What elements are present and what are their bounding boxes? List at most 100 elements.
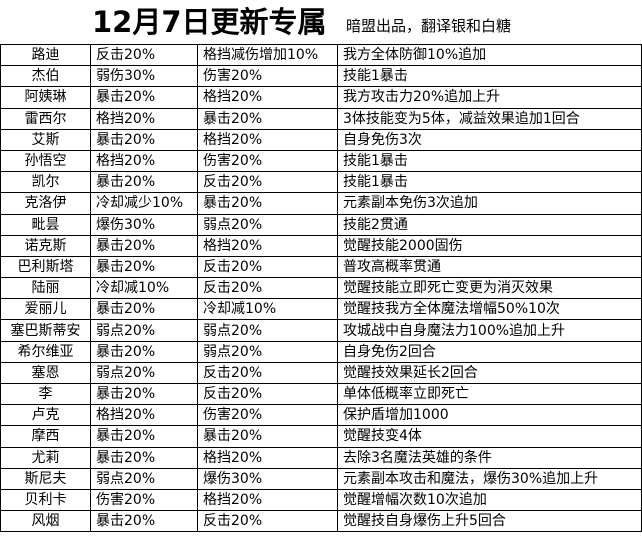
subtitle: 暗盟出品，翻译银和白糖 — [346, 17, 512, 35]
table-row: 毗昙 爆伤30% 弱点20% 技能2贯通 — [0, 213, 642, 236]
table-cell: 弱点20% — [197, 340, 338, 363]
table-cell: 伤害20% — [90, 488, 198, 512]
table-cell: 暴击20% — [90, 128, 198, 151]
table-cell: 觉醒技变4体 — [337, 425, 642, 448]
table-cell: 冷却减10% — [90, 277, 198, 300]
table-row: 凯尔 暴击20% 反击20% 技能1暴击 — [0, 171, 642, 194]
table-cell: 弱伤30% — [90, 65, 198, 88]
header: 12月7日更新专属 暗盟出品，翻译银和白糖 — [0, 0, 642, 44]
table-cell: 弱点20% — [197, 319, 338, 342]
table-cell: 我方攻击力20%追加上升 — [337, 86, 642, 109]
table-cell: 暴击20% — [90, 234, 198, 257]
table-cell: 陆丽 — [0, 277, 91, 300]
table-cell: 风烟 — [0, 510, 91, 533]
table-cell: 技能1暴击 — [337, 65, 642, 88]
table-row: 卢克 格挡20% 伤害20% 保护盾增加1000 — [0, 404, 642, 427]
table-row: 诺克斯 暴击20% 格挡20% 觉醒技能2000固伤 — [0, 234, 642, 257]
table-cell: 技能1暴击 — [337, 171, 642, 194]
table-cell: 伤害20% — [197, 65, 338, 88]
table-cell: 觉醒技我方全体魔法增幅50%10次 — [337, 298, 642, 321]
table-row: 塞巴斯蒂安 弱点20% 弱点20% 攻城战中自身魔法力100%追加上升 — [0, 319, 642, 342]
table-cell: 暴击20% — [90, 86, 198, 109]
table-row: 尤莉 暴击20% 格挡20% 去除3名魔法英雄的条件 — [0, 446, 642, 469]
table-row: 陆丽 冷却减10% 反击20% 觉醒技能立即死亡变更为消灭效果 — [0, 277, 642, 300]
table-cell: 暴击20% — [90, 425, 198, 448]
table-row: 塞恩 弱点20% 反击20% 觉醒技效果延长2回合 — [0, 361, 642, 385]
table-cell: 爆伤30% — [197, 467, 338, 490]
table-cell: 杰伯 — [0, 65, 91, 88]
table-cell: 单体低概率立即死亡 — [337, 382, 642, 406]
table-row: 雷西尔 格挡20% 暴击20% 3体技能变为5体，减益效果追加1回合 — [0, 107, 642, 130]
table-cell: 塞巴斯蒂安 — [0, 319, 91, 342]
table-cell: 格挡20% — [90, 404, 198, 427]
title: 12月7日更新专属 — [92, 5, 327, 39]
table-cell: 伤害20% — [197, 404, 338, 427]
table-cell: 诺克斯 — [0, 234, 91, 257]
table-cell: 反击20% — [197, 382, 338, 406]
table-cell: 凯尔 — [0, 171, 91, 194]
table: 路迪 反击20% 格挡减伤增加10% 我方全体防御10%追加 杰伯 弱伤30% 伤害20% 技… — [0, 43, 642, 533]
table-cell: 觉醒技效果延长2回合 — [337, 361, 642, 385]
table-row: 贝利卡 伤害20% 格挡20% 觉醒增幅次数10次追加 — [0, 488, 642, 512]
table-row: 希尔维亚 暴击20% 弱点20% 自身免伤2回合 — [0, 340, 642, 363]
table-cell: 格挡20% — [197, 128, 338, 151]
table-cell: 斯尼夫 — [0, 467, 91, 490]
table-cell: 反击20% — [197, 361, 338, 385]
table-cell: 暴击20% — [90, 382, 198, 406]
table-cell: 格挡20% — [197, 488, 338, 512]
table-cell: 普攻高概率贯通 — [337, 255, 642, 279]
table-cell: 弱点20% — [90, 319, 198, 342]
table-cell: 元素副本免伤3次追加 — [337, 192, 642, 215]
table-cell: 暴击20% — [197, 107, 338, 130]
table-cell: 暴击20% — [90, 255, 198, 279]
table-cell: 觉醒增幅次数10次追加 — [337, 488, 642, 512]
table-cell: 格挡20% — [197, 86, 338, 109]
table-cell: 觉醒技能立即死亡变更为消灭效果 — [337, 277, 642, 300]
table-row: 克洛伊 冷却减少10% 暴击20% 元素副本免伤3次追加 — [0, 192, 642, 215]
table-cell: 巴利斯塔 — [0, 255, 91, 279]
table-body: 路迪 反击20% 格挡减伤增加10% 我方全体防御10%追加 杰伯 弱伤30% 伤害20% 技… — [0, 43, 642, 533]
table-cell: 技能2贯通 — [337, 213, 642, 236]
table-cell: 反击20% — [197, 277, 338, 300]
table-cell: 摩西 — [0, 425, 91, 448]
table-row: 摩西 暴击20% 暴击20% 觉醒技变4体 — [0, 425, 642, 448]
table-cell: 路迪 — [0, 43, 91, 67]
table-cell: 弱点20% — [90, 361, 198, 385]
table-cell: 格挡20% — [197, 234, 338, 257]
table-cell: 伤害20% — [197, 149, 338, 173]
table-cell: 冷却减10% — [197, 298, 338, 321]
table-row: 阿姨琳 暴击20% 格挡20% 我方攻击力20%追加上升 — [0, 86, 642, 109]
table-cell: 暴击20% — [197, 192, 338, 215]
table-cell: 去除3名魔法英雄的条件 — [337, 446, 642, 469]
table-cell: 暴击20% — [90, 171, 198, 194]
table-cell: 克洛伊 — [0, 192, 91, 215]
table-row: 孙悟空 格挡20% 伤害20% 技能1暴击 — [0, 149, 642, 173]
table-cell: 格挡20% — [90, 149, 198, 173]
table-cell: 雷西尔 — [0, 107, 91, 130]
table-cell: 暴击20% — [90, 340, 198, 363]
table-cell: 反击20% — [90, 43, 198, 67]
table-cell: 塞恩 — [0, 361, 91, 385]
table-cell: 自身免伤2回合 — [337, 340, 642, 363]
table-row: 路迪 反击20% 格挡减伤增加10% 我方全体防御10%追加 — [0, 43, 642, 67]
table-cell: 自身免伤3次 — [337, 128, 642, 151]
table-cell: 暴击20% — [90, 510, 198, 533]
table-cell: 觉醒技自身爆伤上升5回合 — [337, 510, 642, 533]
table-cell: 卢克 — [0, 404, 91, 427]
table-cell: 李 — [0, 382, 91, 406]
table-cell: 元素副本攻击和魔法，爆伤30%追加上升 — [337, 467, 642, 490]
table-cell: 暴击20% — [90, 298, 198, 321]
table-cell: 尤莉 — [0, 446, 91, 469]
table-cell: 弱点20% — [197, 213, 338, 236]
table-cell: 反击20% — [197, 255, 338, 279]
table-cell: 弱点20% — [90, 467, 198, 490]
table-cell: 攻城战中自身魔法力100%追加上升 — [337, 319, 642, 342]
table-cell: 技能1暴击 — [337, 149, 642, 173]
table-row: 巴利斯塔 暴击20% 反击20% 普攻高概率贯通 — [0, 255, 642, 279]
table-row: 爱丽儿 暴击20% 冷却减10% 觉醒技我方全体魔法增幅50%10次 — [0, 298, 642, 321]
table-cell: 孙悟空 — [0, 149, 91, 173]
table-cell: 觉醒技能2000固伤 — [337, 234, 642, 257]
table-cell: 贝利卡 — [0, 488, 91, 512]
table-row: 杰伯 弱伤30% 伤害20% 技能1暴击 — [0, 65, 642, 88]
